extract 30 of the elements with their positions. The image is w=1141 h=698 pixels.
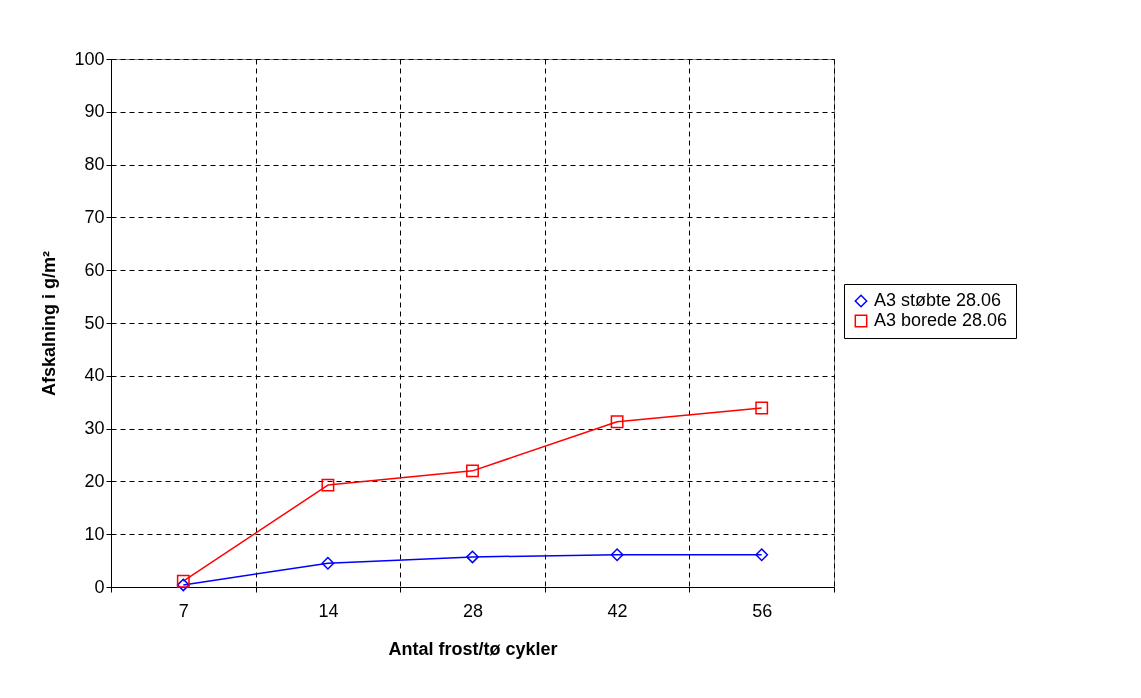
point (610, 548, 624, 562)
y-tick-label: 0 (94, 576, 105, 597)
y-axis-title: Afskalning i g/m² (39, 250, 60, 397)
point (755, 401, 769, 415)
y-tick-label: 10 (84, 523, 105, 544)
y-tick-label: 60 (84, 259, 105, 280)
y-tick-label: 70 (84, 206, 105, 227)
y-tick-label: 90 (84, 101, 105, 122)
point (755, 548, 769, 562)
point (321, 478, 335, 492)
point (321, 556, 335, 570)
y-tick-label: 40 (84, 365, 105, 386)
legend-label: A3 borede 28.06 (874, 310, 1008, 330)
point (466, 550, 479, 564)
y-tick-label: 100 (74, 48, 105, 69)
legend-label: A3 støbte 28.06 (874, 290, 1002, 310)
y-tick-label: 20 (84, 470, 105, 491)
x-tick-label: 28 (462, 600, 484, 621)
y-tick-label: 80 (84, 154, 105, 175)
point (176, 574, 190, 588)
x-tick-label: 42 (607, 600, 628, 621)
y-tick-label: 30 (84, 418, 105, 439)
point (610, 415, 624, 429)
x-tick-label: 14 (318, 600, 339, 621)
x-tick-label: 7 (178, 600, 189, 621)
point (176, 578, 190, 592)
x-tick-label: 56 (752, 600, 773, 621)
point (466, 464, 479, 478)
y-tick-label: 50 (84, 312, 105, 333)
x-axis-title: Antal frost/tø cykler (388, 638, 558, 659)
